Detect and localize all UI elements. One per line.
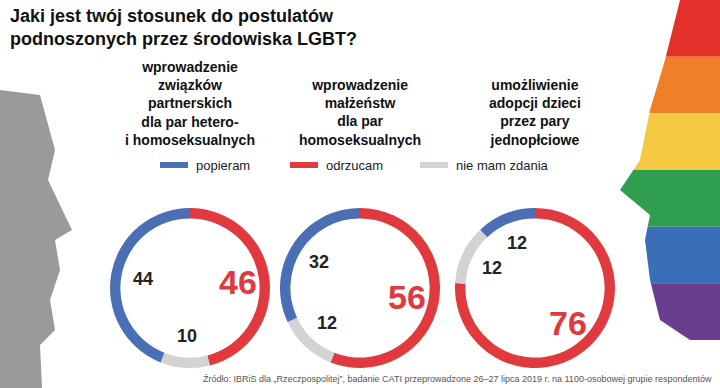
svg-text:Jaki jest twój stosunek do pos: Jaki jest twój stosunek do postulatówpod…: [10, 6, 357, 49]
svg-text:12: 12: [482, 258, 502, 278]
svg-text:nie mam zdania: nie mam zdania: [456, 158, 549, 173]
svg-text:umożliwienieadopcji dzieciprze: umożliwienieadopcji dzieciprzez paryjedn…: [489, 77, 581, 148]
svg-text:56: 56: [388, 278, 426, 316]
svg-text:wprowadzeniemałżeństwdla parho: wprowadzeniemałżeństwdla parhomoseksualn…: [299, 77, 421, 148]
svg-text:10: 10: [177, 326, 197, 346]
svg-text:76: 76: [549, 304, 587, 342]
svg-text:odrzucam: odrzucam: [326, 158, 383, 173]
svg-text:popieram: popieram: [196, 158, 250, 173]
svg-text:Źródło: IBRiS dla „Rzeczpospol: Źródło: IBRiS dla „Rzeczpospolitej”, bad…: [203, 374, 712, 384]
svg-text:32: 32: [309, 252, 329, 272]
svg-text:44: 44: [133, 269, 153, 289]
svg-text:wprowadzeniezwiązkówpartnerski: wprowadzeniezwiązkówpartnerskichdla par …: [125, 59, 255, 148]
svg-text:12: 12: [317, 313, 337, 333]
svg-text:12: 12: [507, 233, 527, 253]
svg-text:46: 46: [219, 263, 257, 301]
